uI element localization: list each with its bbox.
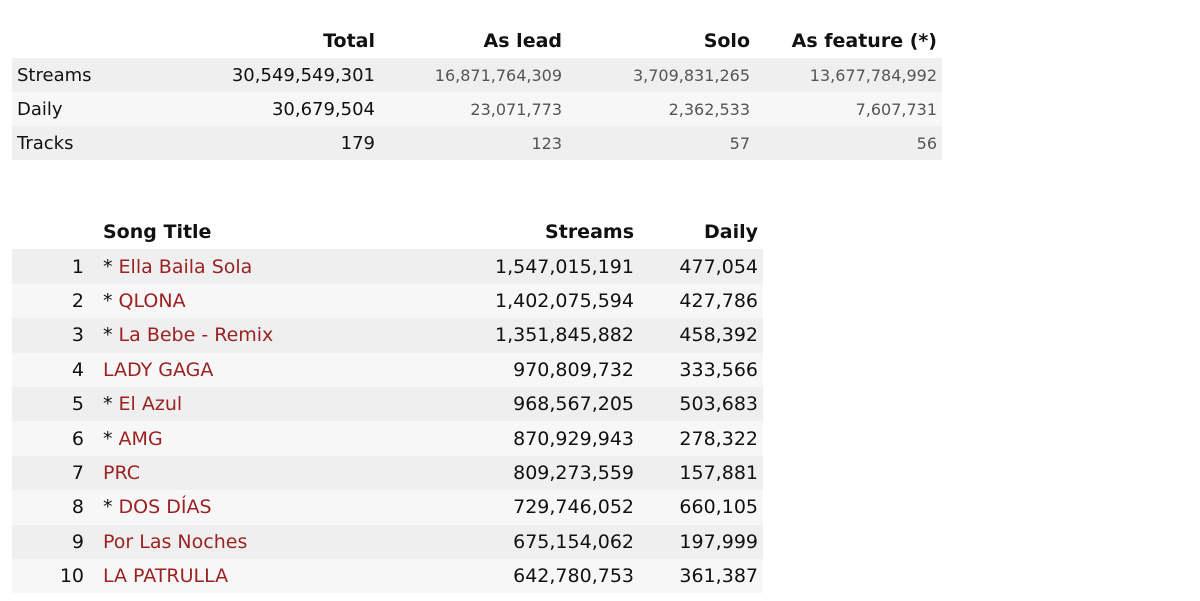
song-title-cell: * QLONA — [84, 283, 404, 319]
song-title-cell: LA PATRULLA — [84, 558, 404, 594]
song-row: 5 * El Azul 968,567,205 503,683 — [12, 386, 763, 422]
summary-lead-value: 23,071,773 — [380, 92, 567, 126]
summary-feature-value: 13,677,784,992 — [755, 58, 942, 92]
song-title-link[interactable]: Ella Baila Sola — [118, 255, 253, 278]
song-streams: 809,273,559 — [404, 455, 639, 491]
summary-header-as-feature: As feature (*) — [791, 30, 937, 52]
song-streams: 870,929,943 — [404, 421, 639, 456]
summary-header-as-lead: As lead — [483, 30, 562, 52]
summary-row-label: Daily — [12, 92, 142, 126]
song-rank: 8 — [12, 490, 84, 525]
song-rank: 5 — [12, 386, 84, 422]
song-title-link[interactable]: LADY GAGA — [103, 358, 214, 381]
song-rank: 2 — [12, 283, 84, 319]
summary-header-label — [12, 24, 142, 58]
song-rank: 10 — [12, 558, 84, 594]
song-daily: 361,387 — [639, 558, 763, 594]
song-title-cell: LADY GAGA — [84, 352, 404, 387]
song-rank: 6 — [12, 421, 84, 456]
summary-total-value: 179 — [142, 126, 380, 160]
song-streams: 970,809,732 — [404, 352, 639, 387]
song-daily: 427,786 — [639, 283, 763, 319]
song-rank: 7 — [12, 455, 84, 491]
song-daily: 503,683 — [639, 386, 763, 422]
song-title-link[interactable]: Por Las Noches — [103, 530, 248, 553]
songs-header-rank — [12, 215, 84, 249]
songs-header-title-text: Song Title — [103, 221, 212, 244]
song-row: 4 LADY GAGA 970,809,732 333,566 — [12, 352, 763, 387]
songs-header-streams: Streams — [545, 221, 634, 244]
feature-marker: * — [103, 289, 113, 312]
song-title-cell: * AMG — [84, 421, 404, 456]
song-rank: 4 — [12, 352, 84, 387]
summary-lead-value: 123 — [380, 126, 567, 160]
song-daily: 477,054 — [639, 249, 763, 284]
song-streams: 729,746,052 — [404, 490, 639, 525]
summary-row-tracks: Tracks 179 123 57 56 — [12, 126, 942, 160]
song-row: 10 LA PATRULLA 642,780,753 361,387 — [12, 558, 763, 594]
song-title-link[interactable]: QLONA — [118, 289, 186, 312]
summary-solo-value: 3,709,831,265 — [567, 58, 755, 92]
summary-row-daily: Daily 30,679,504 23,071,773 2,362,533 7,… — [12, 92, 942, 126]
song-rank: 9 — [12, 524, 84, 559]
song-title-link[interactable]: DOS DÍAS — [118, 496, 212, 519]
summary-row-label: Tracks — [12, 126, 142, 160]
song-title-link[interactable]: PRC — [103, 461, 140, 484]
song-daily: 278,322 — [639, 421, 763, 456]
song-streams: 1,402,075,594 — [404, 283, 639, 319]
song-title-link[interactable]: LA PATRULLA — [103, 565, 229, 588]
song-row: 2 * QLONA 1,402,075,594 427,786 — [12, 283, 763, 319]
song-streams: 642,780,753 — [404, 558, 639, 594]
song-streams: 1,547,015,191 — [404, 249, 639, 284]
feature-marker: * — [103, 393, 113, 416]
song-title-link[interactable]: El Azul — [118, 393, 183, 416]
songs-table: Song Title Streams Daily 1 * Ella Baila … — [12, 215, 763, 594]
feature-marker: * — [103, 496, 113, 519]
feature-marker: * — [103, 324, 113, 347]
song-title-cell: Por Las Noches — [84, 524, 404, 559]
song-rank: 1 — [12, 249, 84, 284]
song-daily: 660,105 — [639, 490, 763, 525]
song-daily: 157,881 — [639, 455, 763, 491]
song-row: 6 * AMG 870,929,943 278,322 — [12, 421, 763, 456]
summary-lead-value: 16,871,764,309 — [380, 58, 567, 92]
feature-marker: * — [103, 427, 113, 450]
summary-row-streams: Streams 30,549,549,301 16,871,764,309 3,… — [12, 58, 942, 92]
song-rank: 3 — [12, 318, 84, 353]
feature-marker: * — [103, 255, 113, 278]
song-row: 9 Por Las Noches 675,154,062 197,999 — [12, 524, 763, 559]
summary-header-solo: Solo — [703, 30, 750, 52]
song-title-cell: * La Bebe - Remix — [84, 318, 404, 353]
summary-solo-value: 2,362,533 — [567, 92, 755, 126]
songs-header-title: Song Title — [84, 215, 404, 249]
summary-header-row: Total As lead Solo As feature (*) — [12, 24, 942, 58]
song-streams: 675,154,062 — [404, 524, 639, 559]
song-title-cell: * Ella Baila Sola — [84, 249, 404, 284]
song-title-link[interactable]: AMG — [118, 427, 163, 450]
song-streams: 968,567,205 — [404, 386, 639, 422]
song-title-cell: PRC — [84, 455, 404, 491]
song-daily: 333,566 — [639, 352, 763, 387]
summary-feature-value: 56 — [755, 126, 942, 160]
song-row: 7 PRC 809,273,559 157,881 — [12, 455, 763, 491]
summary-total-value: 30,679,504 — [142, 92, 380, 126]
song-daily: 197,999 — [639, 524, 763, 559]
songs-header-row: Song Title Streams Daily — [12, 215, 763, 249]
summary-feature-value: 7,607,731 — [755, 92, 942, 126]
summary-table: Total As lead Solo As feature (*) Stream… — [12, 24, 942, 160]
summary-row-label: Streams — [12, 58, 142, 92]
song-title-link[interactable]: La Bebe - Remix — [118, 324, 274, 347]
song-row: 8 * DOS DÍAS 729,746,052 660,105 — [12, 490, 763, 525]
song-daily: 458,392 — [639, 318, 763, 353]
song-title-cell: * El Azul — [84, 386, 404, 422]
song-row: 1 * Ella Baila Sola 1,547,015,191 477,05… — [12, 249, 763, 284]
songs-header-daily: Daily — [703, 221, 758, 244]
song-row: 3 * La Bebe - Remix 1,351,845,882 458,39… — [12, 318, 763, 353]
summary-solo-value: 57 — [567, 126, 755, 160]
summary-total-value: 30,549,549,301 — [142, 58, 380, 92]
song-title-cell: * DOS DÍAS — [84, 490, 404, 525]
song-streams: 1,351,845,882 — [404, 318, 639, 353]
summary-header-total: Total — [323, 30, 375, 52]
